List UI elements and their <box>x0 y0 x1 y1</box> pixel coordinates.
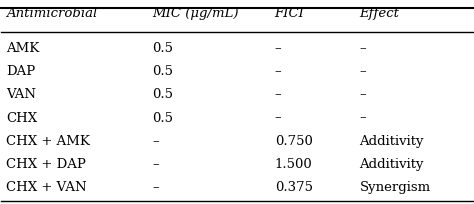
Text: DAP: DAP <box>6 65 36 78</box>
Text: CHX: CHX <box>6 111 37 124</box>
Text: Synergism: Synergism <box>359 181 431 193</box>
Text: 0.5: 0.5 <box>152 65 173 78</box>
Text: 0.5: 0.5 <box>152 42 173 54</box>
Text: –: – <box>152 134 159 147</box>
Text: AMK: AMK <box>6 42 39 54</box>
Text: 1.500: 1.500 <box>275 157 312 170</box>
Text: Effect: Effect <box>359 7 400 20</box>
Text: Additivity: Additivity <box>359 134 424 147</box>
Text: Additivity: Additivity <box>359 157 424 170</box>
Text: FICI: FICI <box>275 7 305 20</box>
Text: –: – <box>275 65 282 78</box>
Text: –: – <box>275 111 282 124</box>
Text: –: – <box>359 42 366 54</box>
Text: VAN: VAN <box>6 88 36 101</box>
Text: –: – <box>275 88 282 101</box>
Text: –: – <box>359 111 366 124</box>
Text: –: – <box>275 42 282 54</box>
Text: CHX + VAN: CHX + VAN <box>6 181 87 193</box>
Text: 0.375: 0.375 <box>275 181 313 193</box>
Text: 0.5: 0.5 <box>152 88 173 101</box>
Text: CHX + AMK: CHX + AMK <box>6 134 90 147</box>
Text: MIC (μg/mL): MIC (μg/mL) <box>152 7 239 20</box>
Text: –: – <box>359 65 366 78</box>
Text: –: – <box>359 88 366 101</box>
Text: –: – <box>152 181 159 193</box>
Text: Antimicrobial: Antimicrobial <box>6 7 97 20</box>
Text: 0.5: 0.5 <box>152 111 173 124</box>
Text: 0.750: 0.750 <box>275 134 312 147</box>
Text: –: – <box>152 157 159 170</box>
Text: CHX + DAP: CHX + DAP <box>6 157 86 170</box>
